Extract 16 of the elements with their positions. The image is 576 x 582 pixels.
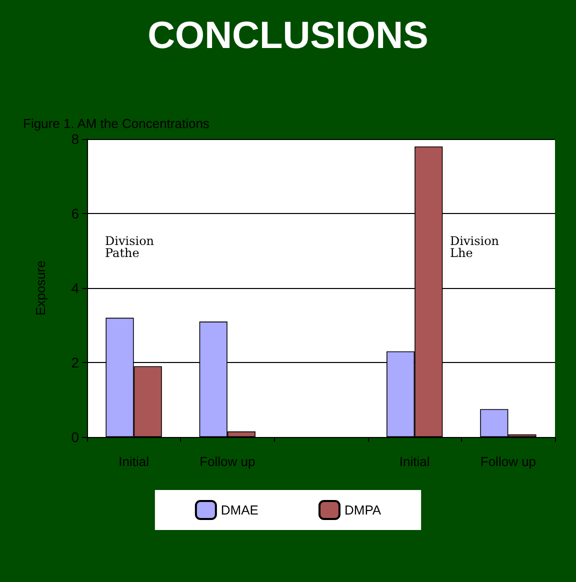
- y-tick-label: 0: [71, 429, 80, 445]
- annotation: Division Lhe: [450, 234, 503, 260]
- y-tick-label: 2: [71, 354, 80, 370]
- y-tick-label: 8: [71, 131, 80, 147]
- chart-subtitle: Figure 1. AM the Concentrations: [23, 116, 210, 131]
- y-axis-title: Exposure: [33, 260, 48, 316]
- chart-title: CONCLUSIONS: [148, 15, 428, 57]
- legend-label: DMPA: [344, 502, 382, 518]
- y-tick-label: 6: [71, 206, 80, 222]
- y-tick-label: 4: [71, 280, 80, 296]
- x-tick-label: Follow up: [480, 454, 536, 469]
- x-tick-label: Initial: [118, 454, 150, 469]
- x-tick-label: Follow up: [200, 454, 256, 469]
- annotation: Division Pathe: [105, 234, 158, 260]
- x-tick-label: Initial: [399, 454, 430, 469]
- legend-label: DMAE: [220, 502, 259, 518]
